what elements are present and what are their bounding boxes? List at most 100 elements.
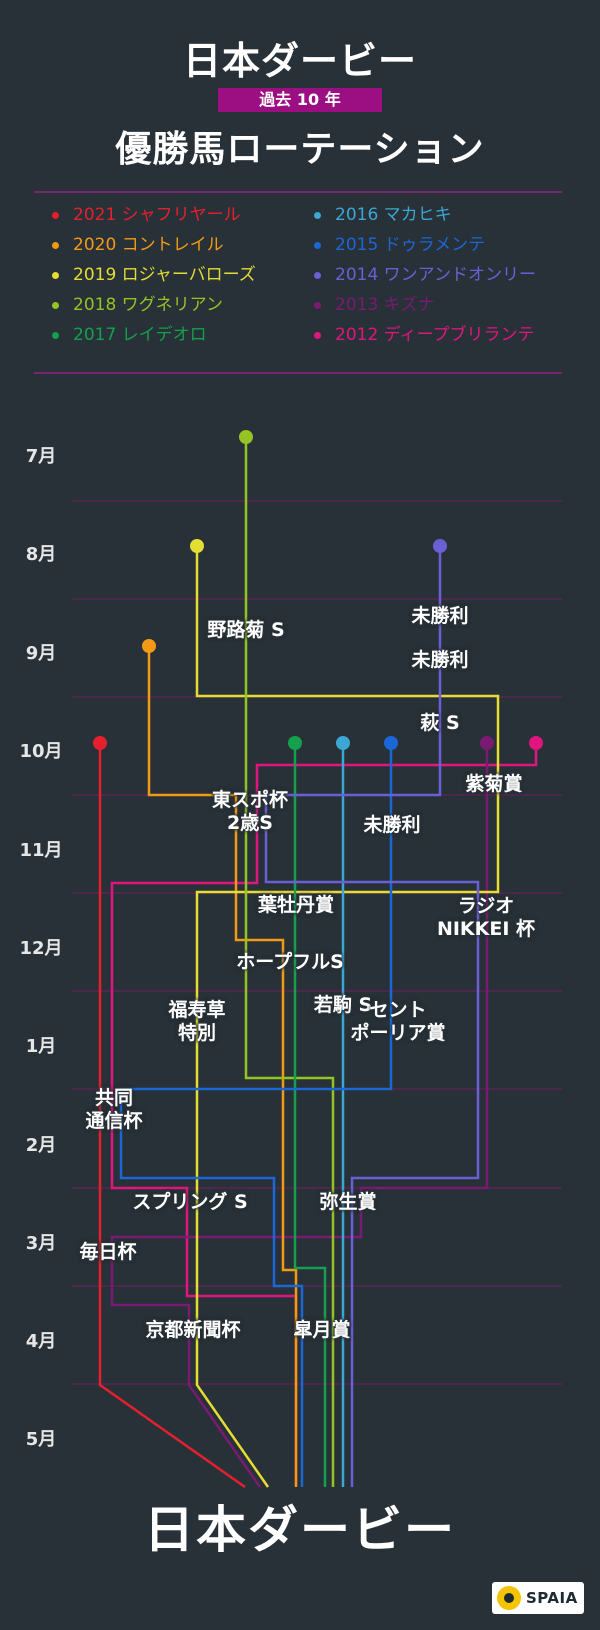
- legend-item: 2013 キズナ: [314, 290, 435, 315]
- race-label-line: 葉牡丹賞: [257, 893, 335, 916]
- spaia-logo-icon: [497, 1586, 521, 1610]
- month-label: 1月: [25, 1036, 57, 1057]
- legend-dot: [314, 211, 321, 219]
- page-title-main: 優勝馬ローテーション: [115, 129, 485, 170]
- debut-dot: [190, 539, 204, 553]
- month-label: 7月: [25, 446, 57, 467]
- race-label-line: 未勝利: [411, 648, 469, 671]
- month-label: 8月: [25, 544, 57, 565]
- legend-dot: [314, 241, 321, 249]
- race-label: ラジオ NIKKEI 杯: [437, 895, 535, 941]
- race-label: 萩 S: [420, 712, 459, 735]
- legend-label: 2014 ワンアンドオンリー: [335, 265, 536, 285]
- race-label-line: 紫菊賞: [465, 772, 523, 795]
- route-line: [264, 546, 480, 1487]
- race-label-line: 共同: [94, 1087, 134, 1109]
- page-title-top: 日本ダービー: [182, 39, 417, 83]
- race-label-line: 京都新聞杯: [145, 1318, 241, 1341]
- divider-top: [34, 191, 562, 193]
- race-label: 毎日杯: [79, 1241, 136, 1264]
- route-line: [110, 743, 538, 1487]
- race-label: 葉牡丹賞: [258, 894, 334, 917]
- month-label: 4月: [25, 1331, 57, 1352]
- race-label: 福寿草 特別: [168, 999, 225, 1045]
- debut-dot: [336, 736, 350, 750]
- race-label-line: 弥生賞: [319, 1190, 377, 1213]
- legend-dot: [52, 211, 59, 219]
- legend-dot: [52, 331, 59, 339]
- legend-label: 2013 キズナ: [335, 295, 435, 315]
- race-label-line: セント: [369, 999, 427, 1021]
- route-line: [110, 743, 489, 1488]
- month-label: 2月: [25, 1135, 57, 1156]
- race-label: 京都新聞杯: [145, 1319, 240, 1342]
- race-label-line: 野路菊 S: [207, 618, 285, 641]
- debut-dot: [239, 430, 253, 444]
- legend-item: 2021 シャフリヤール: [52, 200, 241, 225]
- month-label: 12月: [19, 938, 63, 959]
- race-label-line: 毎日杯: [79, 1240, 137, 1263]
- race-label-line: ポーリア賞: [350, 1021, 446, 1044]
- legend-item: 2015 ドゥラメンテ: [314, 230, 485, 255]
- race-label: 未勝利: [411, 649, 468, 672]
- race-label: 若駒 S: [314, 994, 372, 1017]
- month-label: 5月: [25, 1429, 57, 1450]
- legend-item: 2020 コントレイル: [52, 230, 224, 255]
- race-label: スプリング S: [132, 1191, 247, 1214]
- month-label: 10月: [19, 741, 63, 762]
- legend-label: 2018 ワグネリアン: [73, 295, 223, 315]
- legend-label: 2015 ドゥラメンテ: [335, 235, 486, 255]
- debut-dot: [93, 736, 107, 750]
- route-line: [119, 743, 393, 1487]
- legend-dot: [52, 301, 59, 309]
- logo-text: SPAIA: [526, 1589, 578, 1607]
- race-label-line: 若駒 S: [313, 993, 373, 1016]
- legend-item: 2014 ワンアンドオンリー: [314, 260, 536, 285]
- legend-label: 2017 レイデオロ: [73, 325, 207, 345]
- race-label-line: 通信杯: [85, 1109, 143, 1132]
- race-label: セント ポーリア賞: [350, 999, 445, 1045]
- race-label: ホープフルS: [236, 951, 344, 974]
- route-line: [293, 743, 327, 1487]
- race-label: 未勝利: [411, 605, 468, 628]
- route-line: [195, 546, 500, 1488]
- race-label-line: 皐月賞: [293, 1318, 351, 1341]
- legend-label: 2019 ロジャーバローズ: [73, 265, 256, 285]
- route-line: [98, 743, 246, 1489]
- legend-dot: [314, 301, 321, 309]
- race-label: 皐月賞: [293, 1319, 350, 1342]
- legend-dot: [52, 271, 59, 279]
- race-label-line: スプリング S: [132, 1190, 248, 1213]
- legend-item: 2016 マカヒキ: [314, 200, 452, 225]
- debut-dot: [529, 736, 543, 750]
- race-label: 東スポ杯 2歳S: [212, 789, 288, 835]
- race-label-line: 福寿草: [168, 999, 226, 1021]
- legend-dot: [314, 271, 321, 279]
- race-label: 共同 通信杯: [85, 1087, 142, 1133]
- debut-dot: [142, 639, 156, 653]
- legend-dot: [314, 331, 321, 339]
- period-badge: 過去 10 年: [218, 88, 382, 112]
- race-label: 未勝利: [363, 814, 420, 837]
- legend-item: 2018 ワグネリアン: [52, 290, 223, 315]
- race-label: 紫菊賞: [465, 773, 522, 796]
- debut-dot: [480, 736, 494, 750]
- legend-item: 2017 レイデオロ: [52, 320, 207, 345]
- race-label-line: 東スポ杯: [211, 789, 289, 811]
- derby-title-bottom: 日本ダービー: [144, 1501, 456, 1559]
- route-line: [147, 646, 298, 1487]
- legend-label: 2021 シャフリヤール: [73, 205, 241, 225]
- route-line: [244, 437, 335, 1487]
- race-label-line: ラジオ: [457, 895, 515, 917]
- legend-item: 2019 ロジャーバローズ: [52, 260, 256, 285]
- month-label: 9月: [25, 643, 57, 664]
- spaia-logo: SPAIA: [492, 1582, 584, 1614]
- legend-dot: [52, 241, 59, 249]
- race-label-line: 2歳S: [227, 811, 273, 834]
- divider-bottom: [34, 372, 562, 374]
- legend-label: 2016 マカヒキ: [335, 205, 452, 225]
- month-label: 11月: [19, 840, 63, 861]
- legend-item: 2012 ディープブリランテ: [314, 320, 534, 345]
- legend-label: 2012 ディープブリランテ: [335, 325, 535, 345]
